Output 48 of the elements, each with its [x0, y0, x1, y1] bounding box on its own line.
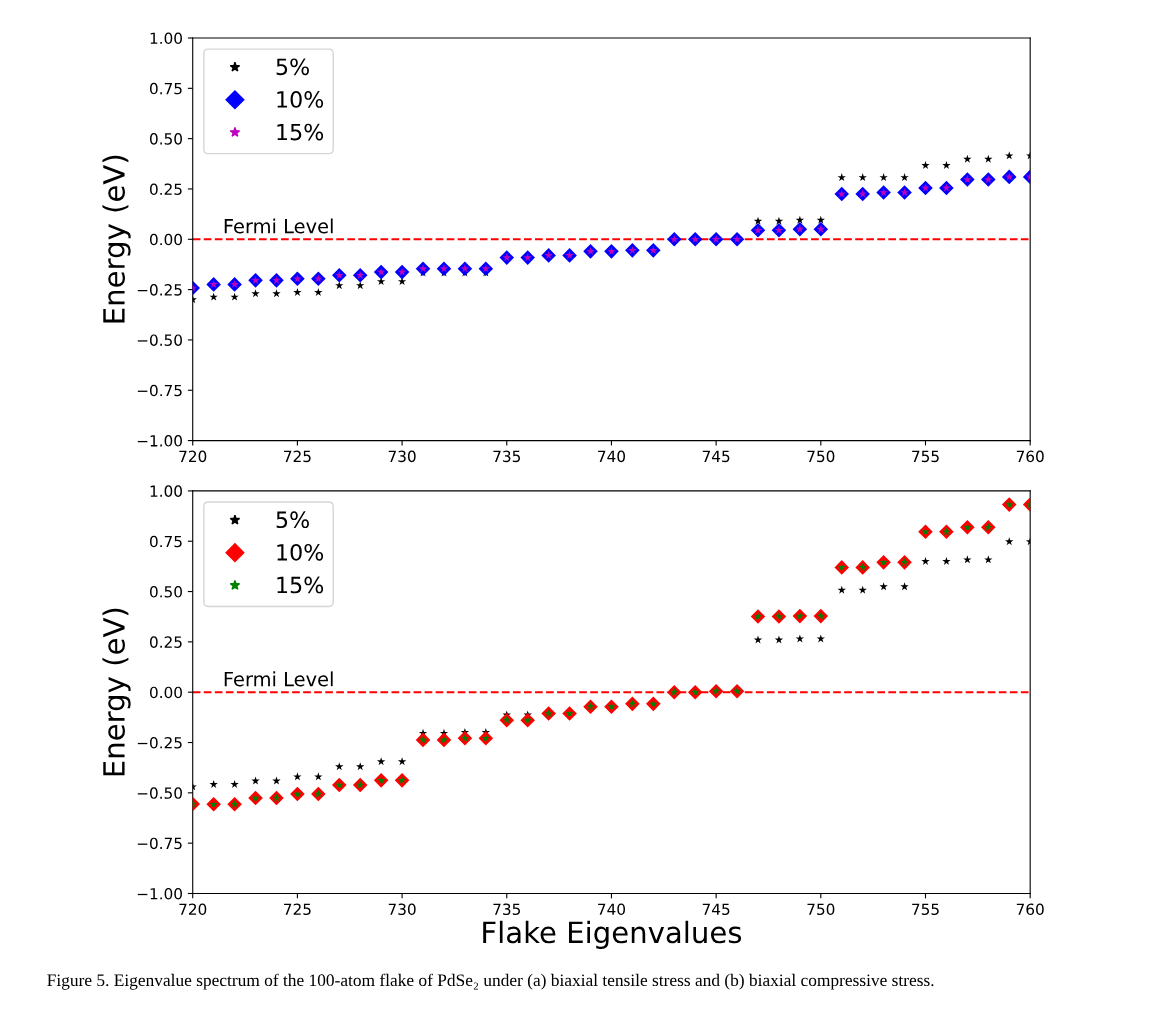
- x-tick-label: 750: [807, 903, 835, 916]
- y-tick-label: 0.25: [149, 183, 182, 195]
- y-tick-label: −0.25: [137, 284, 182, 296]
- x-tick-label: 745: [702, 903, 730, 916]
- y-tick-label: −0.50: [137, 787, 182, 799]
- y-axis-title: Energy (eV): [102, 608, 131, 776]
- x-tick-label: 735: [493, 450, 521, 463]
- y-tick-label: 1.00: [150, 32, 182, 45]
- y-tick-label: 0.25: [149, 636, 182, 648]
- y-tick-label: −0.50: [137, 334, 182, 346]
- x-tick-label: 750: [807, 450, 835, 463]
- y-tick-label: 0.75: [149, 82, 182, 95]
- x-tick-label: 755: [912, 450, 939, 463]
- x-axis-title: Flake Eigenvalues: [483, 920, 742, 949]
- legend-label: 5%: [276, 58, 309, 76]
- y-axis-title: Energy (eV): [102, 155, 131, 323]
- x-tick-label: 725: [284, 450, 311, 463]
- y-tick-label: −1.00: [137, 435, 182, 447]
- x-tick-label: 720: [179, 450, 207, 463]
- legend-label: 5%: [276, 511, 309, 529]
- legend-label: 15%: [277, 576, 324, 594]
- legend-label: 10%: [277, 543, 324, 561]
- caption: Figure 5. Eigenvalue spectrum of the 100-atom flake of PdSe₂ under (a) biaxial tensile stress and (b) biaxial compressive stress.: [47, 973, 934, 990]
- x-tick-label: 760: [1016, 903, 1044, 916]
- y-tick-label: −0.25: [137, 736, 182, 749]
- x-tick-label: 740: [598, 903, 626, 916]
- y-tick-label: −1.00: [137, 887, 182, 900]
- y-tick-label: 0.00: [149, 686, 182, 699]
- legend-label: 10%: [277, 91, 324, 108]
- x-tick-label: 720: [179, 903, 207, 916]
- y-tick-label: −0.75: [137, 384, 182, 397]
- x-tick-label: 725: [284, 903, 311, 916]
- x-tick-label: 755: [912, 903, 939, 916]
- x-tick-label: 760: [1016, 450, 1044, 463]
- ref-line-label: Fermi Level: [224, 671, 333, 687]
- y-tick-label: 0.50: [149, 133, 182, 145]
- ref-line-label: Fermi Level: [224, 218, 333, 234]
- y-tick-label: 1.00: [150, 485, 182, 497]
- y-tick-label: 0.00: [149, 233, 182, 246]
- legend-label: 15%: [277, 123, 324, 141]
- y-tick-label: 0.75: [149, 535, 182, 548]
- x-tick-label: 745: [702, 450, 730, 463]
- x-tick-label: 730: [388, 450, 416, 463]
- y-tick-label: −0.75: [137, 837, 182, 850]
- y-tick-label: 0.50: [149, 586, 182, 598]
- x-tick-label: 735: [493, 903, 521, 916]
- x-tick-label: 730: [388, 903, 416, 916]
- x-tick-label: 740: [598, 450, 626, 463]
